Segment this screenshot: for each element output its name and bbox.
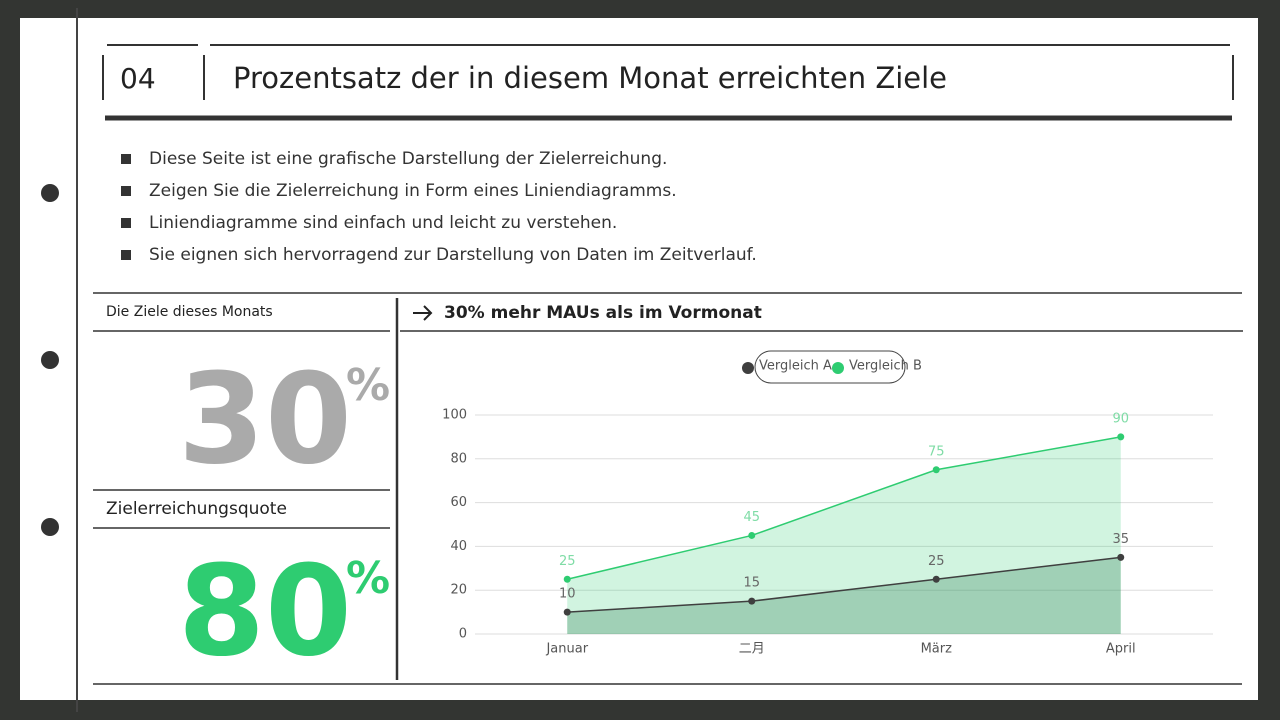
y-tick-label: 60 <box>450 495 467 510</box>
data-label: 25 <box>928 554 945 569</box>
y-tick-label: 40 <box>450 539 467 554</box>
bullet-square <box>121 154 131 164</box>
hole <box>41 351 59 369</box>
bullet-list: Diese Seite ist eine grafische Darstellu… <box>121 149 757 265</box>
bullet-square <box>121 250 131 260</box>
hole <box>41 184 59 202</box>
point <box>563 608 571 616</box>
bullet-text: Sie eignen sich hervorragend zur Darstel… <box>149 245 757 265</box>
point <box>932 575 940 583</box>
area <box>567 557 1121 634</box>
line <box>567 436 1121 580</box>
point <box>1117 433 1125 441</box>
legend-label: Vergleich A <box>759 359 832 374</box>
y-tick-label: 80 <box>450 451 467 466</box>
legend-box <box>754 350 906 384</box>
hole <box>41 518 59 536</box>
x-tick-label: April <box>1106 642 1136 657</box>
slide-bg <box>20 18 1258 700</box>
point <box>748 531 756 539</box>
x-tick-label: Januar <box>545 642 588 657</box>
chart-title: 30% mehr MAUs als im Vormonat <box>444 303 762 323</box>
panel-label: Die Ziele dieses Monats <box>106 304 273 320</box>
page-title: Prozentsatz der in diesem Monat erreicht… <box>233 61 947 95</box>
y-tick-label: 100 <box>442 408 467 423</box>
data-label: 15 <box>743 576 760 591</box>
panel-label: Zielerreichungsquote <box>106 499 287 519</box>
section-number: 04 <box>120 62 156 95</box>
x-tick-label: 二月 <box>739 642 765 657</box>
goal-value: 30 <box>178 347 352 492</box>
data-label: 90 <box>1112 411 1129 426</box>
x-tick-label: März <box>921 642 953 657</box>
point <box>932 466 940 474</box>
bullet-square <box>121 218 131 228</box>
data-label: 35 <box>1112 532 1129 547</box>
arrow-icon <box>413 305 433 321</box>
legend-swatch <box>832 362 844 374</box>
rate-value: 80 <box>178 539 352 684</box>
point <box>563 575 571 583</box>
bullet-text: Diese Seite ist eine grafische Darstellu… <box>149 149 667 169</box>
bullet-text: Zeigen Sie die Zielerreichung in Form ei… <box>149 181 677 201</box>
y-tick-label: 20 <box>450 583 467 598</box>
bullet-square <box>121 186 131 196</box>
legend-label: Vergleich B <box>849 359 922 374</box>
rate-unit: % <box>346 553 390 604</box>
bullet-text: Liniendiagramme sind einfach und leicht … <box>149 213 617 233</box>
goal-unit: % <box>346 360 390 411</box>
chart: 0 20 40 60 80 100 Januar 二月 März April 25 45 75 90 10 1… <box>442 359 1213 657</box>
point <box>1117 553 1125 561</box>
y-tick-label: 0 <box>459 627 467 642</box>
point <box>748 597 756 605</box>
legend-swatch <box>742 362 754 374</box>
area <box>567 436 1121 634</box>
header-frame <box>102 44 1234 100</box>
panel-lines <box>93 292 1243 685</box>
data-label: 25 <box>559 554 576 569</box>
data-label: 75 <box>928 444 945 459</box>
data-label: 10 <box>559 587 576 602</box>
data-label: 45 <box>743 510 760 525</box>
line <box>567 556 1121 613</box>
